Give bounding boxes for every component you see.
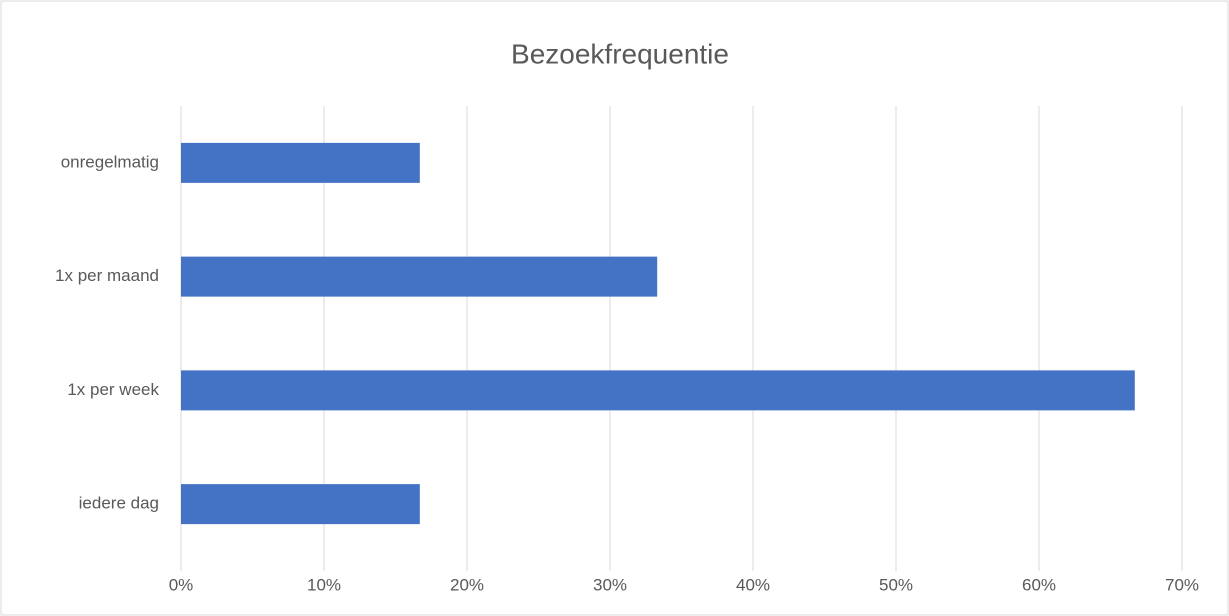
x-tick-label: 60% [1022, 575, 1056, 594]
x-tick-label: 0% [169, 575, 194, 594]
x-tick-label: 50% [879, 575, 913, 594]
x-tick-label: 40% [736, 575, 770, 594]
x-tick-label: 20% [450, 575, 484, 594]
bar [181, 256, 658, 297]
x-tick-label: 30% [593, 575, 627, 594]
x-tick-label: 70% [1165, 575, 1199, 594]
y-tick-label: iedere dag [79, 494, 159, 513]
bar [181, 142, 420, 183]
bar [181, 370, 1135, 411]
y-tick-label: 1x per week [67, 380, 159, 399]
bar [181, 484, 420, 525]
x-tick-label: 10% [307, 575, 341, 594]
chart-title: Bezoekfrequentie [511, 38, 729, 69]
y-tick-label: 1x per maand [55, 266, 159, 285]
y-tick-label: onregelmatig [61, 152, 159, 171]
